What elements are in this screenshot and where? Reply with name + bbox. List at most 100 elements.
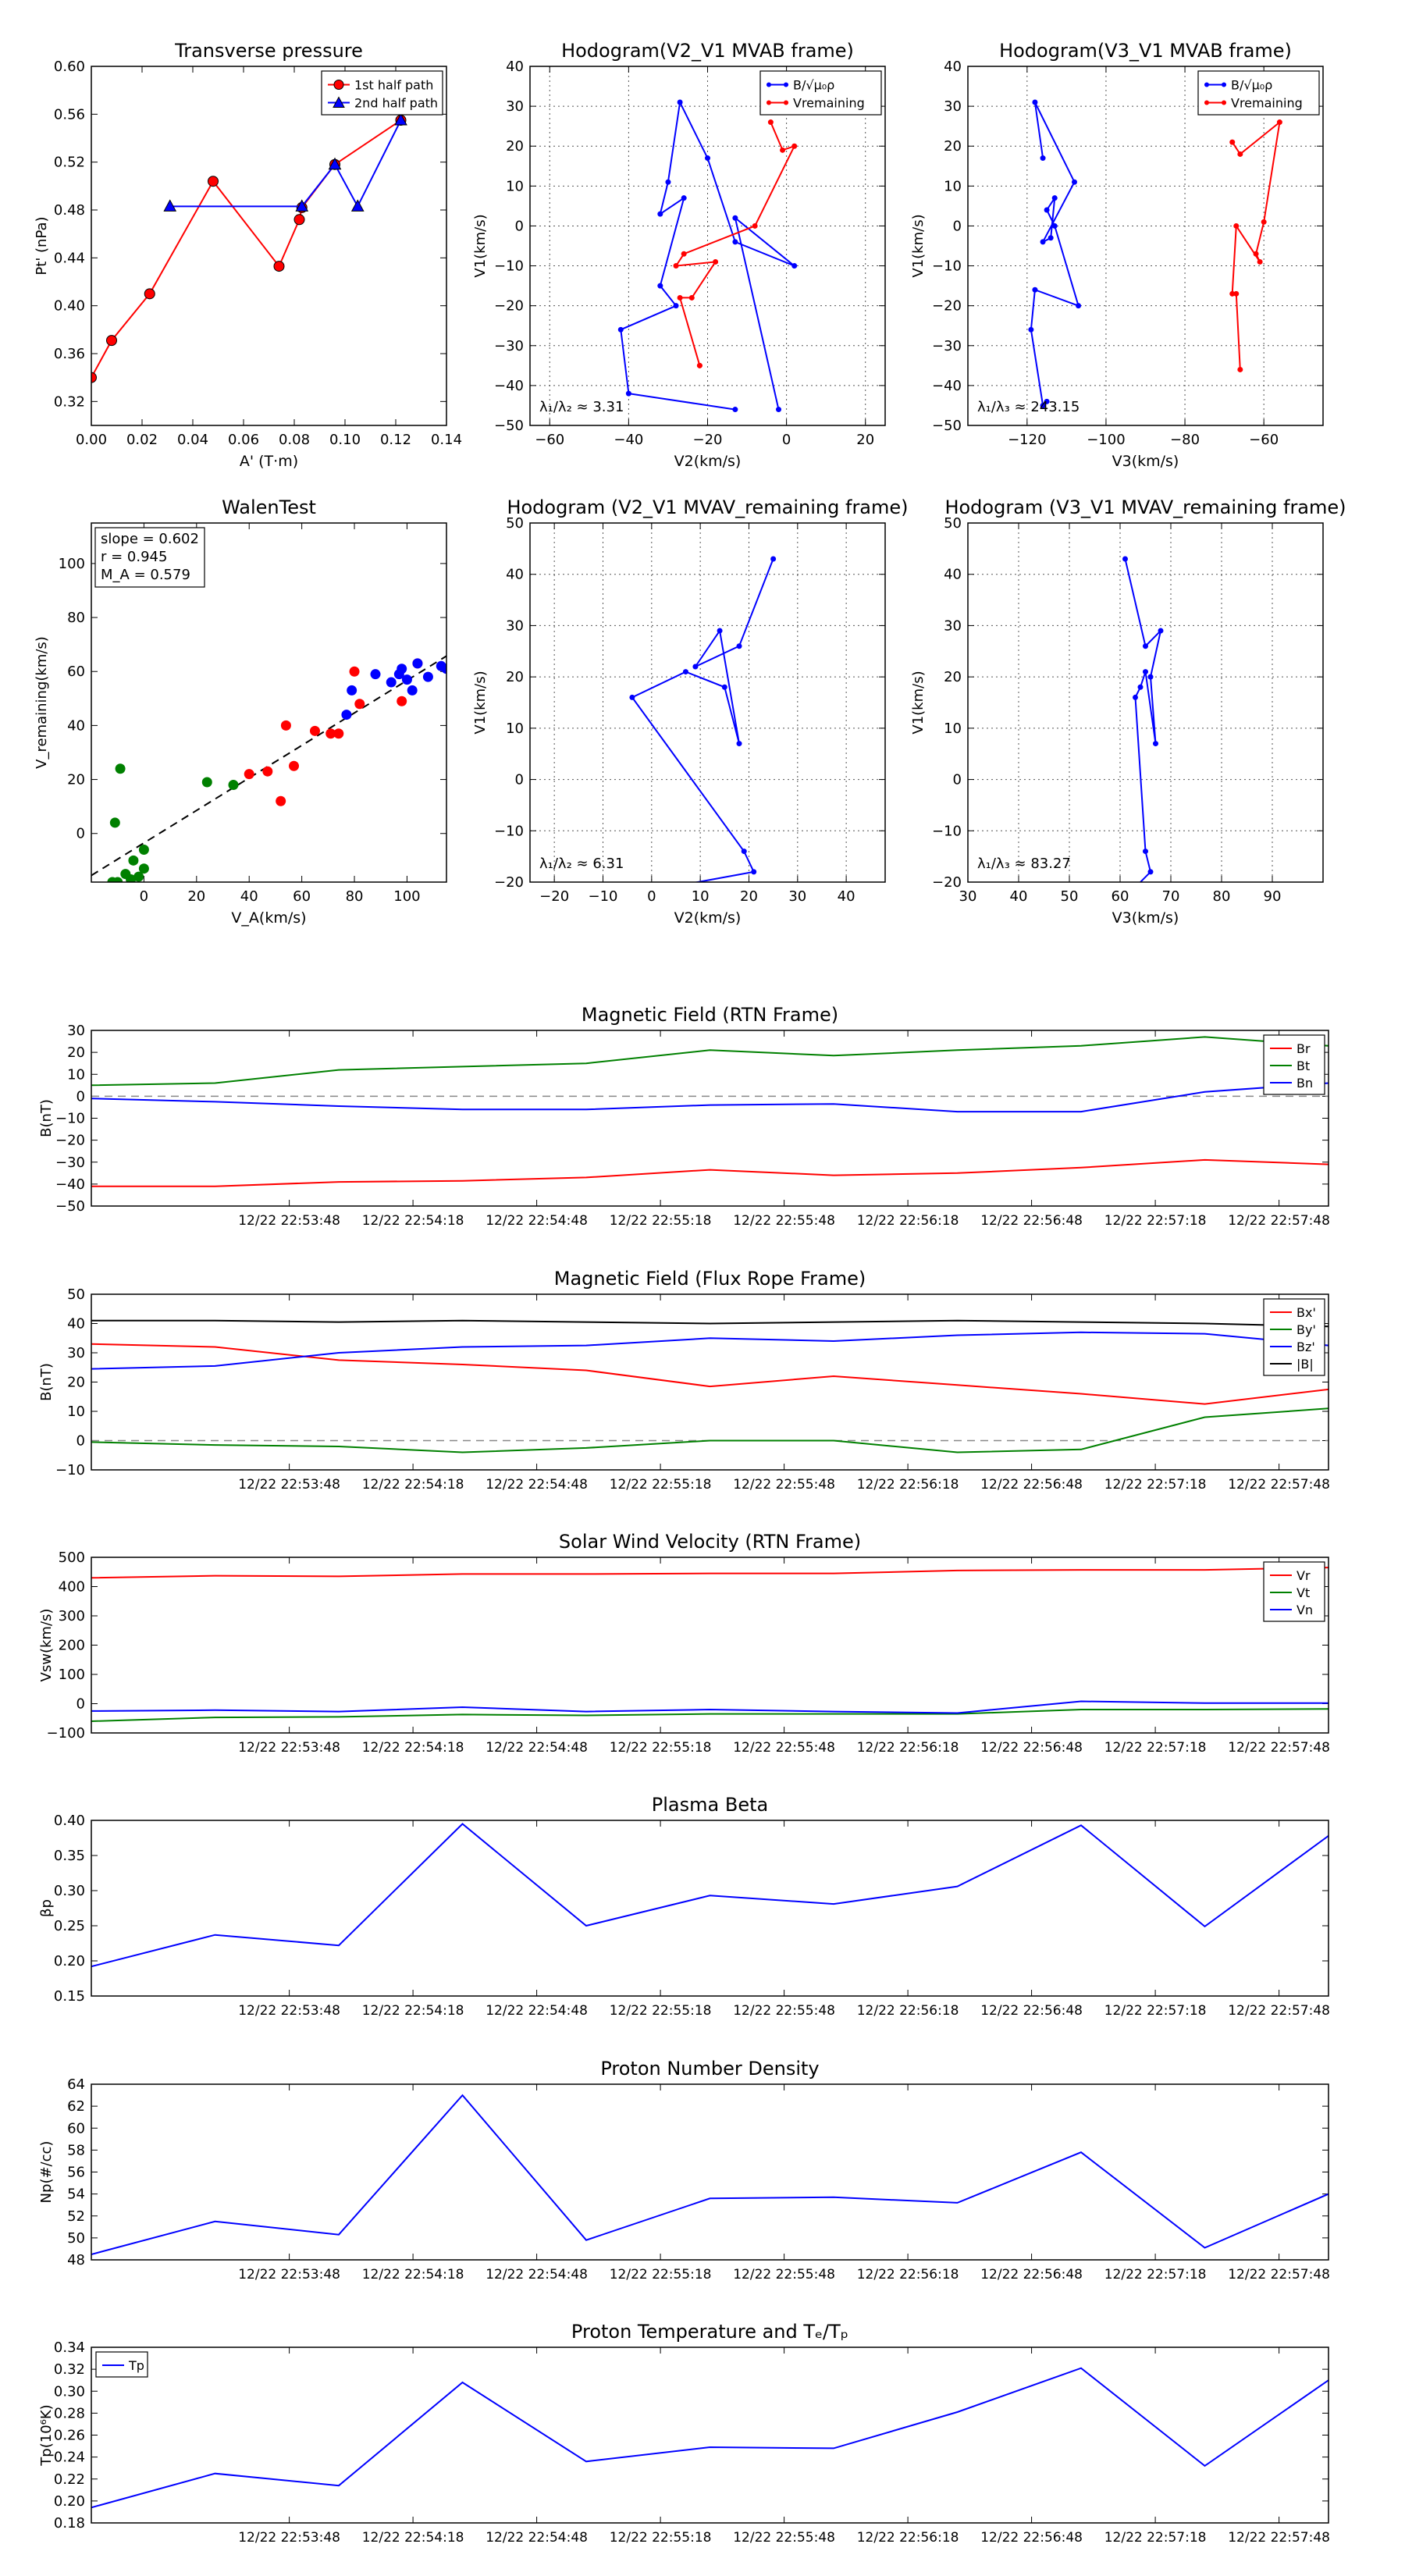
- data-marker: [1233, 290, 1240, 297]
- y-tick-label: 0.32: [54, 2361, 85, 2378]
- x-tick-label: 12/22 22:55:48: [733, 2267, 835, 2282]
- x-tick-label: 12/22 22:56:18: [857, 1213, 959, 1229]
- y-tick-label: 20: [506, 138, 524, 155]
- x-tick-label: 12/22 22:56:48: [980, 1477, 1083, 1493]
- data-point: [128, 855, 139, 866]
- y-tick-label: 0.36: [54, 346, 85, 362]
- x-tick-label: 12/22 22:57:18: [1104, 1477, 1207, 1493]
- y-axis-label: V_remaining(km/s): [34, 636, 50, 769]
- x-tick-label: 40: [240, 888, 258, 905]
- x-tick-label: 0.06: [228, 432, 259, 448]
- y-tick-label: 20: [944, 138, 962, 155]
- y-tick-label: 0.30: [54, 2383, 85, 2400]
- series-line-B/√μ₀ρ: [1030, 101, 1080, 407]
- x-axis-label: V3(km/s): [1112, 453, 1179, 470]
- data-marker: [528, 910, 533, 916]
- eigen-ratio-annotation: λ₁/λ₃ ≈ 243.15: [977, 399, 1080, 415]
- x-tick-label: 12/22 22:57:18: [1104, 2530, 1207, 2546]
- y-tick-label: −10: [932, 258, 962, 275]
- data-marker: [208, 176, 219, 187]
- x-tick-label: −10: [588, 888, 617, 905]
- x-tick-label: 12/22 22:57:18: [1104, 2003, 1207, 2019]
- x-axis-label: A' (T·m): [240, 453, 298, 470]
- x-tick-label: 12/22 22:55:18: [610, 1740, 712, 1756]
- data-marker: [682, 669, 688, 675]
- plot-area: [91, 2094, 1329, 2255]
- data-marker: [721, 684, 727, 690]
- y-tick-label: 0.35: [54, 1848, 85, 1864]
- plot-area: [91, 1036, 1329, 1187]
- y-tick-label: 56: [67, 2165, 85, 2181]
- x-axis-label: V2(km/s): [674, 909, 742, 927]
- y-axis-label: V1(km/s): [472, 214, 489, 277]
- data-marker: [673, 303, 679, 309]
- y-tick-label: −20: [494, 874, 524, 891]
- data-marker: [717, 628, 723, 634]
- plot-frame: [91, 522, 447, 883]
- legend-label: Vr: [1297, 1568, 1311, 1583]
- data-marker: [732, 407, 738, 413]
- legend-label: By': [1297, 1322, 1316, 1337]
- y-tick-label: −30: [932, 338, 962, 354]
- y-tick-label: 0.48: [54, 202, 85, 219]
- data-marker: [1051, 195, 1058, 201]
- x-tick-label: 12/22 22:56:48: [980, 2267, 1083, 2282]
- data-marker: [1237, 366, 1243, 372]
- x-tick-label: 12/22 22:55:48: [733, 2003, 835, 2019]
- data-marker: [1051, 222, 1058, 229]
- y-tick-label: −30: [494, 338, 524, 354]
- data-marker: [681, 195, 687, 201]
- data-point: [107, 877, 118, 882]
- y-tick-label: −10: [932, 823, 962, 839]
- data-marker: [791, 143, 798, 149]
- chart-hodo3: Hodogram (V2_V1 MVAV_remaining frame) −20…: [472, 496, 909, 927]
- y-tick-label: 30: [67, 1023, 85, 1039]
- chart-hodo4: Hodogram (V3_V1 MVAV_remaining frame) 30 4…: [910, 496, 1346, 927]
- x-tick-label: 70: [1162, 888, 1180, 905]
- y-tick-label: 50: [67, 2230, 85, 2247]
- y-axis-label: Pt' (nPa): [34, 216, 50, 275]
- x-tick-label: 12/22 22:57:18: [1104, 2267, 1207, 2282]
- data-marker: [1122, 556, 1128, 562]
- chart-temperature: Proton Temperature and Tₑ/Tₚ 12/22 22:53:…: [38, 2321, 1330, 2546]
- y-tick-label: −50: [494, 418, 524, 434]
- data-marker: [791, 263, 798, 269]
- plot-frame: [967, 66, 1324, 426]
- plot-frame: [91, 1030, 1329, 1207]
- x-tick-label: 12/22 22:56:48: [980, 1740, 1083, 1756]
- x-tick-label: 40: [838, 888, 855, 905]
- x-tick-label: 12/22 22:55:48: [733, 1213, 835, 1229]
- x-tick-label: 30: [788, 888, 806, 905]
- y-tick-label: 0.56: [54, 106, 85, 123]
- data-marker: [1229, 139, 1236, 145]
- plot-frame: [529, 522, 886, 883]
- x-tick-label: 12/22 22:54:48: [486, 1213, 588, 1229]
- data-marker: [1143, 669, 1148, 675]
- x-tick-label: 12/22 22:53:48: [238, 2530, 340, 2546]
- y-tick-label: 20: [944, 669, 962, 685]
- legend-marker: [784, 100, 788, 105]
- legend-label: Vn: [1297, 1603, 1313, 1617]
- y-axis-label: V1(km/s): [472, 671, 489, 734]
- data-marker: [767, 119, 774, 126]
- data-point: [126, 874, 137, 882]
- series-line-|B|: [91, 1319, 1329, 1328]
- data-marker: [677, 99, 683, 105]
- data-marker: [163, 199, 177, 212]
- x-tick-label: 12/22 22:57:18: [1104, 1740, 1207, 1756]
- x-tick-label: 12/22 22:55:48: [733, 1740, 835, 1756]
- data-marker: [91, 372, 97, 383]
- data-point: [309, 725, 320, 736]
- chart-title: WalenTest: [222, 496, 316, 518]
- y-axis-label: Tp(10⁶K): [38, 2404, 55, 2466]
- data-marker: [328, 157, 342, 170]
- x-tick-label: 12/22 22:54:18: [362, 1213, 464, 1229]
- x-tick-label: 0.04: [177, 432, 208, 448]
- x-tick-label: 12/22 22:54:48: [486, 1477, 588, 1493]
- data-point: [412, 658, 423, 669]
- y-tick-label: 10: [506, 178, 524, 194]
- legend-label: Bx': [1297, 1305, 1316, 1320]
- legend-box: [1197, 70, 1320, 116]
- x-tick-label: 12/22 22:55:18: [610, 1477, 712, 1493]
- x-tick-label: 12/22 22:56:18: [857, 1477, 959, 1493]
